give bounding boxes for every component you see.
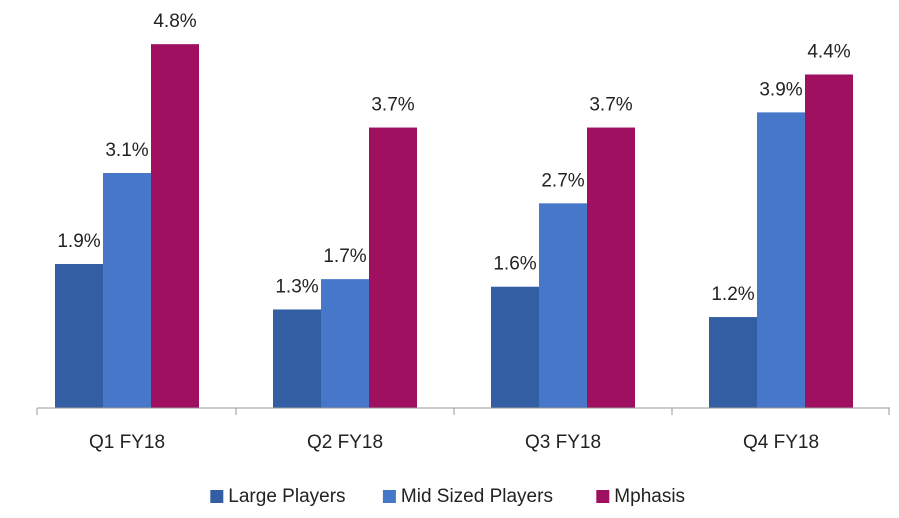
legend-label: Mphasis bbox=[614, 486, 685, 507]
data-label: 4.4% bbox=[807, 41, 850, 62]
legend-swatch bbox=[382, 490, 396, 503]
data-label: 4.8% bbox=[153, 11, 196, 32]
legend-label: Mid Sized Players bbox=[401, 486, 553, 507]
bar bbox=[103, 173, 151, 408]
bar bbox=[151, 44, 199, 408]
data-label: 1.3% bbox=[275, 276, 318, 297]
legend-swatch bbox=[596, 490, 610, 503]
x-tick-label: Q2 FY18 bbox=[307, 432, 383, 453]
bar bbox=[55, 263, 103, 408]
bar bbox=[805, 74, 853, 408]
bar bbox=[539, 203, 587, 408]
bar bbox=[273, 309, 321, 408]
bar bbox=[321, 279, 369, 408]
data-label: 3.7% bbox=[371, 95, 414, 116]
x-tick-label: Q4 FY18 bbox=[743, 432, 819, 453]
data-label: 1.9% bbox=[57, 231, 100, 252]
bar bbox=[369, 127, 417, 408]
bar bbox=[709, 317, 757, 408]
data-label: 3.1% bbox=[105, 140, 148, 161]
data-label: 3.7% bbox=[589, 95, 632, 116]
x-tick-label: Q1 FY18 bbox=[89, 432, 165, 453]
legend-label: Large Players bbox=[228, 486, 345, 507]
x-tick-label: Q3 FY18 bbox=[525, 432, 601, 453]
data-label: 1.7% bbox=[323, 246, 366, 267]
data-label: 1.6% bbox=[493, 254, 536, 275]
data-label: 2.7% bbox=[541, 170, 584, 191]
data-label: 3.9% bbox=[759, 79, 802, 100]
bar bbox=[491, 286, 539, 408]
legend-swatch bbox=[210, 490, 224, 503]
data-label: 1.2% bbox=[711, 284, 754, 305]
bar bbox=[587, 127, 635, 408]
bar bbox=[757, 112, 805, 408]
